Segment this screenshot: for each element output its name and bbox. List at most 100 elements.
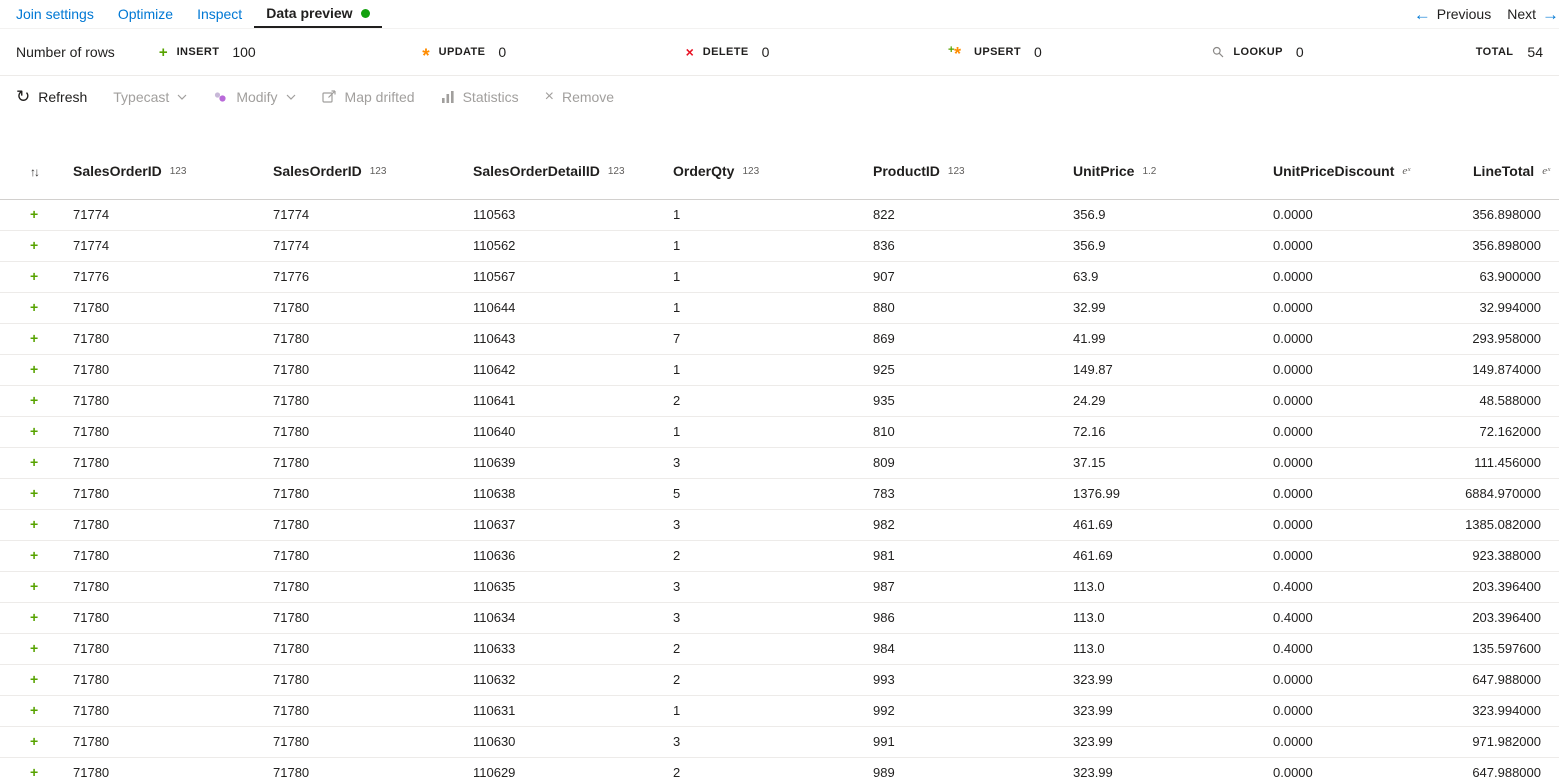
table-row: +71780 71780 110642 1 925 149.87 0.0000 149.874… — [0, 354, 1559, 386]
table-cell: 356.898000 — [1457, 199, 1559, 231]
table-cell: 63.900000 — [1457, 261, 1559, 293]
table-cell: 356.9 — [1057, 230, 1257, 262]
column-header-unitprice[interactable]: UnitPrice 1.2 — [1057, 143, 1257, 200]
table-cell: 71776 — [257, 261, 457, 293]
table-cell: 71780 — [257, 385, 457, 417]
column-header-salesorderid-2[interactable]: SalesOrderID 123 — [257, 143, 457, 200]
table-cell: 71780 — [257, 447, 457, 479]
column-name: SalesOrderDetailID — [473, 162, 600, 179]
table-cell: 110643 — [457, 323, 657, 355]
stat-lookup: LOOKUP 0 — [1212, 44, 1475, 60]
table-cell: 113.0 — [1057, 633, 1257, 665]
row-marker-cell: + — [0, 199, 57, 231]
table-cell: 2 — [657, 757, 857, 778]
table-cell: 110636 — [457, 540, 657, 572]
table-cell: 1 — [657, 292, 857, 324]
integer-type-icon: 123 — [742, 165, 760, 177]
tab-optimize[interactable]: Optimize — [106, 0, 185, 28]
tab-inspect[interactable]: Inspect — [185, 0, 254, 28]
table-cell: 71780 — [257, 416, 457, 448]
statistics-icon — [441, 91, 454, 103]
table-cell: 0.0000 — [1257, 323, 1457, 355]
table-cell: 113.0 — [1057, 571, 1257, 603]
table-cell: 323.99 — [1057, 757, 1257, 778]
insert-row-icon: + — [30, 671, 39, 687]
table-cell: 880 — [857, 292, 1057, 324]
table-row: +71780 71780 110641 2 935 24.29 0.0000 48.58800… — [0, 385, 1559, 417]
table-row: +71780 71780 110643 7 869 41.99 0.0000 293.9580… — [0, 323, 1559, 355]
table-cell: 991 — [857, 726, 1057, 758]
column-header-salesorderdetailid[interactable]: SalesOrderDetailID 123 — [457, 143, 657, 200]
column-header-linetotal[interactable]: LineTotal eˣ — [1457, 143, 1559, 200]
data-preview-toolbar: ↻ Refresh Typecast Modify Map drifted S — [0, 77, 1559, 117]
table-cell: 71780 — [257, 633, 457, 665]
table-body: +71774 71774 110563 1 822 356.9 0.0000 356.8980… — [0, 199, 1559, 778]
table-cell: 110639 — [457, 447, 657, 479]
row-marker-cell: + — [0, 571, 57, 603]
insert-row-icon: + — [30, 423, 39, 439]
table-cell: 986 — [857, 602, 1057, 634]
table-cell: 0.4000 — [1257, 633, 1457, 665]
remove-x-icon: × — [544, 88, 554, 105]
typecast-button[interactable]: Typecast — [113, 89, 187, 105]
next-button[interactable]: Next → — [1507, 6, 1559, 23]
previous-button[interactable]: ← Previous — [1414, 6, 1491, 23]
table-cell: 71780 — [257, 571, 457, 603]
table-cell: 869 — [857, 323, 1057, 355]
table-cell: 203.396400 — [1457, 602, 1559, 634]
table-cell: 71780 — [257, 478, 457, 510]
table-cell: 0.0000 — [1257, 230, 1457, 262]
delete-x-icon: × — [685, 44, 694, 60]
total-label: TOTAL — [1475, 46, 1514, 58]
column-header-salesorderid-1[interactable]: SalesOrderID 123 — [57, 143, 257, 200]
table-cell: 71780 — [57, 633, 257, 665]
map-drifted-button[interactable]: Map drifted — [321, 89, 415, 105]
table-cell: 110632 — [457, 664, 657, 696]
stat-insert: + INSERT 100 — [159, 44, 422, 60]
row-marker-cell: + — [0, 323, 57, 355]
total-value: 54 — [1527, 44, 1543, 60]
table-cell: 6884.970000 — [1457, 478, 1559, 510]
table-cell: 110563 — [457, 199, 657, 231]
refresh-label: Refresh — [38, 89, 88, 105]
remove-button[interactable]: × Remove — [544, 88, 614, 106]
table-cell: 809 — [857, 447, 1057, 479]
table-cell: 2 — [657, 540, 857, 572]
table-cell: 24.29 — [1057, 385, 1257, 417]
table-row: +71780 71780 110631 1 992 323.99 0.0000 323.994… — [0, 695, 1559, 727]
table-cell: 71780 — [257, 695, 457, 727]
stat-update: * UPDATE 0 — [422, 44, 507, 67]
table-cell: 110641 — [457, 385, 657, 417]
table-cell: 935 — [857, 385, 1057, 417]
column-name: ProductID — [873, 162, 940, 179]
table-row: +71780 71780 110638 5 783 1376.99 0.0000 6884.9… — [0, 478, 1559, 510]
table-cell: 71776 — [57, 261, 257, 293]
table-cell: 783 — [857, 478, 1057, 510]
table-cell: 110640 — [457, 416, 657, 448]
table-row: +71780 71780 110639 3 809 37.15 0.0000 111.4560… — [0, 447, 1559, 479]
table-cell: 647.988000 — [1457, 664, 1559, 696]
tab-bar: Join settings Optimize Inspect Data prev… — [0, 0, 1559, 29]
refresh-button[interactable]: ↻ Refresh — [16, 88, 88, 106]
table-cell: 1 — [657, 230, 857, 262]
map-drifted-icon — [321, 90, 336, 103]
table-cell: 110635 — [457, 571, 657, 603]
statistics-button[interactable]: Statistics — [441, 89, 519, 105]
table-cell: 110567 — [457, 261, 657, 293]
column-header-unitpricediscount[interactable]: UnitPriceDiscount eˣ — [1257, 143, 1457, 200]
sort-column-header[interactable]: ↑↓ — [0, 143, 57, 200]
table-cell: 0.0000 — [1257, 695, 1457, 727]
row-marker-cell: + — [0, 385, 57, 417]
table-cell: 981 — [857, 540, 1057, 572]
insert-row-icon: + — [30, 392, 39, 408]
modify-button[interactable]: Modify — [213, 89, 295, 105]
column-header-productid[interactable]: ProductID 123 — [857, 143, 1057, 200]
modify-label: Modify — [236, 89, 278, 105]
lookup-magnifier-icon — [1213, 46, 1224, 58]
table-cell: 71780 — [57, 354, 257, 386]
row-marker-cell: + — [0, 726, 57, 758]
table-row: +71780 71780 110634 3 986 113.0 0.4000 203.3964… — [0, 602, 1559, 634]
tab-join-settings[interactable]: Join settings — [4, 0, 106, 28]
column-header-orderqty[interactable]: OrderQty 123 — [657, 143, 857, 200]
tab-data-preview[interactable]: Data preview — [254, 0, 382, 28]
